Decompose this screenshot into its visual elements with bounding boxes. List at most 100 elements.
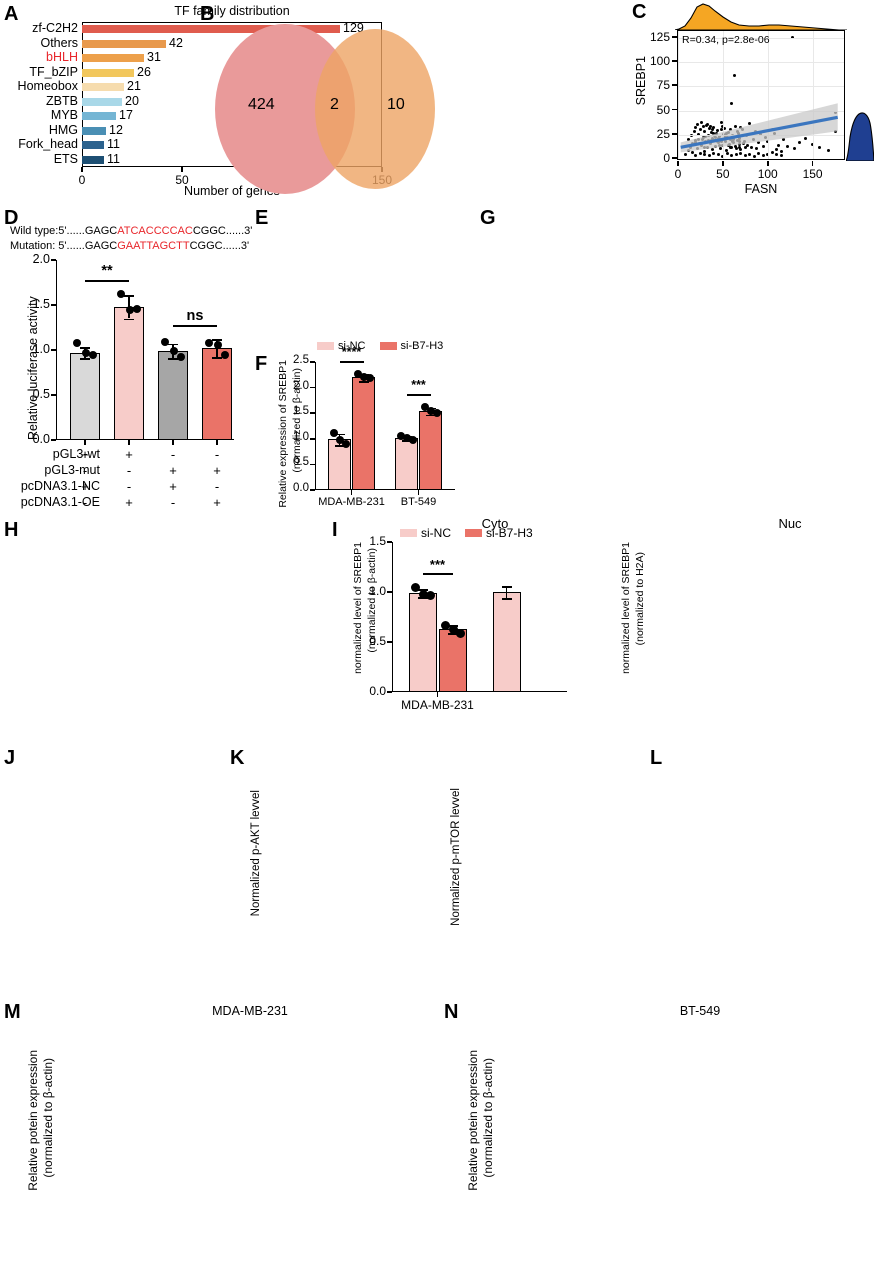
condition-value-3-2: - xyxy=(170,495,176,510)
x-tick-mark-150 xyxy=(811,161,814,166)
bar-others xyxy=(82,39,166,48)
panel-m-ylabel-2: (normalized to β-actin) xyxy=(41,1058,55,1178)
data-point xyxy=(177,353,186,362)
panel-i-cyto-title: Cyto xyxy=(481,516,509,531)
panel-j-akt-mtor-blot: J xyxy=(0,748,230,988)
x-tick-mark-100 xyxy=(766,161,769,166)
y-tick-mark xyxy=(51,439,56,441)
y-tick-label-100: 100 xyxy=(649,54,670,69)
gridline-y-0 xyxy=(678,159,844,160)
gridline-y-125 xyxy=(678,37,844,39)
scatter-point xyxy=(743,153,747,157)
condition-value-2-1: - xyxy=(126,479,132,494)
y-tick-label: 1.0 xyxy=(293,430,309,443)
legend-label-0: si-NC xyxy=(421,526,451,540)
scatter-point xyxy=(716,152,720,156)
condition-value-3-0: - xyxy=(82,495,88,510)
scatter-point xyxy=(748,121,752,125)
panel-m-mda-quantification: M MDA-MB-231 Relative potein expression … xyxy=(0,988,440,1280)
y-tick-mark-0 xyxy=(672,157,677,159)
panel-d-letter: D xyxy=(4,207,19,229)
data-point xyxy=(341,439,350,448)
data-point xyxy=(335,435,344,444)
scatter-point xyxy=(687,138,691,142)
y-tick-label: 0.5 xyxy=(32,387,50,401)
bar-label-zbtb: ZBTB xyxy=(46,93,78,108)
panel-c-xlabel: FASN xyxy=(744,182,778,196)
scatter-point xyxy=(730,145,734,149)
x-tick-mark xyxy=(172,440,174,445)
panel-m-letter: M xyxy=(4,1001,21,1023)
scatter-point xyxy=(733,124,737,128)
panel-k-quantification: K Normalized p-AKT levvel Normalized p-m… xyxy=(228,748,648,988)
panel-a-letter: A xyxy=(4,3,19,25)
scatter-point xyxy=(733,144,737,148)
scatter-point xyxy=(725,151,729,155)
y-tick-label: 0.0 xyxy=(293,482,309,494)
panel-e-western-blot: E xyxy=(255,208,460,338)
scatter-point xyxy=(739,147,743,151)
data-point xyxy=(410,582,420,592)
scatter-point xyxy=(779,153,783,157)
condition-label-1: pGL3-mut xyxy=(44,463,100,477)
y-tick-label: 2.0 xyxy=(293,379,309,392)
data-point xyxy=(329,429,338,438)
panel-i-cyto-ylabel-1: normalized level of SREBP1 xyxy=(352,542,364,674)
x-tick-mark-50 xyxy=(181,167,183,172)
bar-tf_bzip xyxy=(82,68,134,77)
scatter-point xyxy=(728,145,732,149)
scatter-point xyxy=(708,124,712,128)
legend-label-0: si-NC xyxy=(338,340,366,352)
x-tick-mark xyxy=(436,692,439,697)
scatter-point xyxy=(701,124,705,128)
y-tick-label-25: 25 xyxy=(656,126,670,141)
x-tick-mark-50 xyxy=(722,161,724,166)
scatter-point xyxy=(730,153,734,157)
panel-b-venn-diagram: B 424 2 10 xyxy=(195,0,595,205)
scatter-point xyxy=(779,149,783,153)
y-tick-mark xyxy=(310,386,315,389)
seq-mut-motif: GAATTAGCTT xyxy=(117,240,190,252)
bar-value-tf_bzip: 26 xyxy=(137,64,151,79)
y-tick-mark-125 xyxy=(672,35,677,38)
panel-c-plot-area xyxy=(677,30,845,160)
error-cap xyxy=(212,339,222,341)
significance-line xyxy=(339,360,364,363)
data-point xyxy=(359,373,368,382)
bar-value-ets: 11 xyxy=(107,151,120,166)
y-tick-label-0: 0 xyxy=(663,151,670,165)
legend: si-NC si-B7-H3 xyxy=(317,340,443,352)
data-point xyxy=(396,432,405,441)
significance-line xyxy=(422,573,453,575)
panel-m-ylabel-1: Relative potein expression xyxy=(26,1050,40,1191)
scatter-point xyxy=(761,144,765,148)
data-point xyxy=(213,340,222,349)
scatter-point xyxy=(696,122,700,126)
y-tick-mark xyxy=(387,641,392,643)
scatter-point xyxy=(728,128,732,132)
scatter-point xyxy=(734,152,738,156)
scatter-point xyxy=(752,154,756,158)
bar-label-zf-c2h2: zf-C2H2 xyxy=(32,21,78,36)
panel-g-letter: G xyxy=(480,207,496,229)
bar-MDA-MB-231-si-NC xyxy=(408,593,437,692)
scatter-point xyxy=(694,126,698,130)
x-tick-label-0: 0 xyxy=(78,173,86,187)
data-point xyxy=(425,590,435,600)
scatter-point xyxy=(775,147,779,151)
bar-value-others: 42 xyxy=(169,35,183,50)
panel-k-pmtor-ylabel: Normalized p-mTOR levvel xyxy=(450,788,462,926)
scatter-point xyxy=(834,130,838,134)
scatter-point xyxy=(712,151,716,155)
x-tick-label: MDA-MB-231 xyxy=(318,496,385,508)
condition-label-3: pcDNA3.1-OE xyxy=(20,495,100,509)
data-point xyxy=(365,374,374,383)
legend-label-1: si-B7-H3 xyxy=(400,340,444,352)
error-cap-lower xyxy=(212,357,222,359)
scatter-point xyxy=(730,102,734,106)
y-tick-mark xyxy=(310,463,315,466)
scatter-point xyxy=(712,132,716,136)
bar-label-others: Others xyxy=(40,35,78,50)
panel-a-xlabel: Number of genes xyxy=(184,184,280,198)
scatter-point xyxy=(775,152,779,156)
